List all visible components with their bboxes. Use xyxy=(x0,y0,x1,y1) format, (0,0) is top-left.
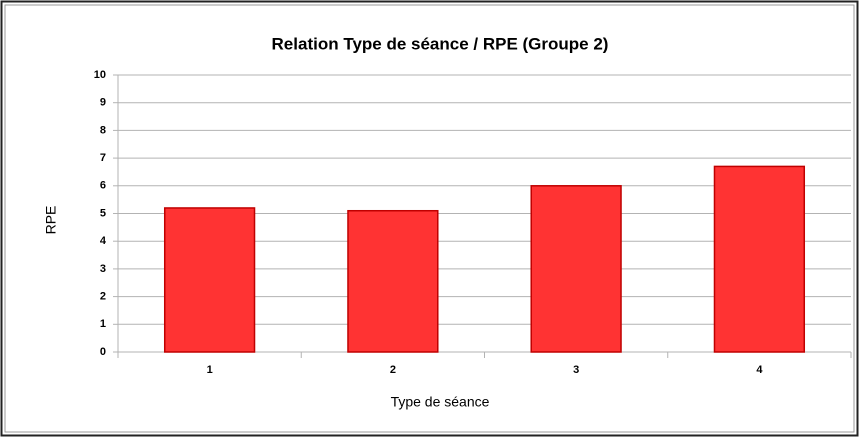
bar xyxy=(163,207,256,353)
y-tick-label: 8 xyxy=(100,124,106,136)
chart-title: Relation Type de séance / RPE (Groupe 2) xyxy=(272,34,609,53)
y-tick-label: 1 xyxy=(100,318,106,330)
y-tick-label: 0 xyxy=(100,346,106,358)
bar xyxy=(530,185,622,353)
y-tick-label: 2 xyxy=(100,291,106,303)
y-tick-label: 3 xyxy=(100,263,106,275)
bar xyxy=(713,165,806,353)
x-tick-label: 3 xyxy=(573,364,579,376)
y-axis-label: RPE xyxy=(43,206,59,235)
y-tick-label: 4 xyxy=(100,235,107,247)
y-tick-label: 7 xyxy=(100,152,106,164)
x-axis-label: Type de séance xyxy=(391,394,490,410)
x-tick-label: 4 xyxy=(756,364,763,376)
bar xyxy=(347,209,439,353)
inner-frame xyxy=(4,4,855,433)
x-tick-label: 1 xyxy=(207,364,213,376)
y-tick-label: 10 xyxy=(94,69,106,81)
x-tick-label: 2 xyxy=(390,364,396,376)
y-tick-label: 5 xyxy=(100,207,106,219)
y-tick-label: 6 xyxy=(100,180,106,192)
y-tick-label: 9 xyxy=(100,97,106,109)
